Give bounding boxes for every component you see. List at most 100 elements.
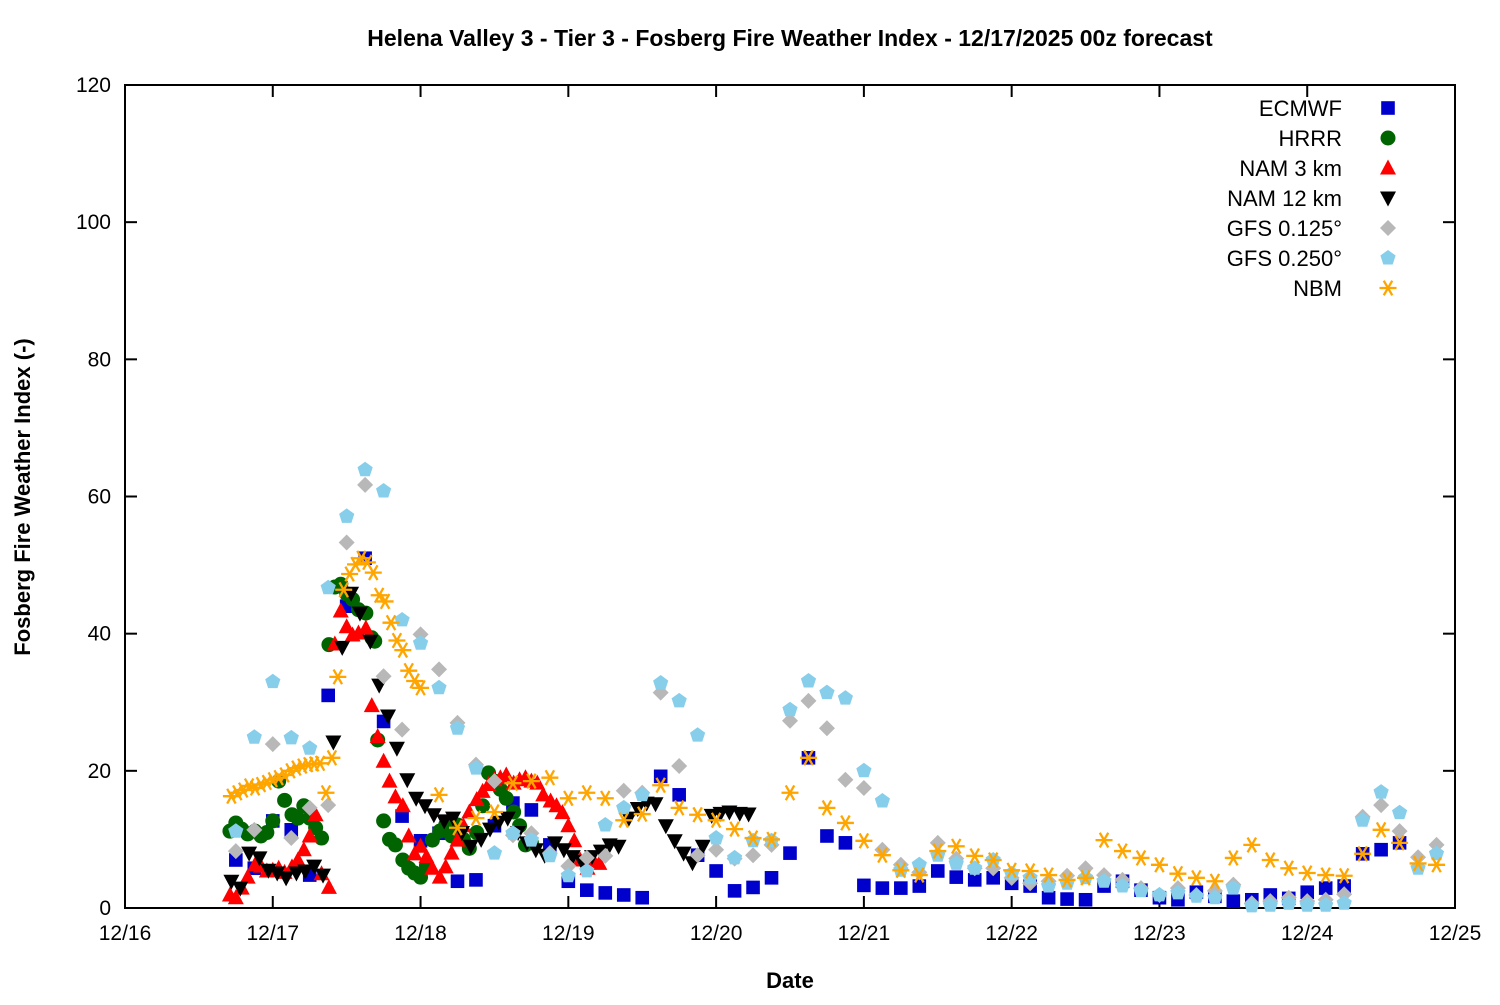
asterisk-ray [1283,860,1294,877]
data-point-marker [307,806,324,822]
data-point-marker [289,851,306,867]
asterisk-ray [379,593,391,610]
data-point-marker [277,792,293,808]
data-point-marker [616,799,632,815]
data-point-marker [610,839,627,855]
legend-label: ECMWF [1259,96,1342,121]
data-point-marker [467,810,485,827]
data-point-marker [270,769,288,786]
asterisk-ray [544,769,556,786]
data-point-marker [335,581,353,598]
data-point-marker [1428,856,1446,873]
data-point-marker [320,797,337,814]
data-point-marker [436,814,453,830]
data-point-marker [670,799,688,816]
data-point-marker [783,846,797,860]
data-point-marker [278,871,295,887]
legend-label: NBM [1293,276,1342,301]
data-point-marker [412,635,429,650]
data-point-marker [522,773,540,790]
series-gfs-0-250- [228,461,1445,913]
data-point-marker [469,873,483,887]
legend-label: GFS 0.250° [1227,246,1342,271]
data-point-marker [1373,784,1389,799]
data-point-marker [1244,897,1260,913]
data-point-marker [364,564,382,581]
asterisk-ray [987,852,999,868]
data-point-marker [837,690,853,705]
data-point-marker [564,850,581,866]
data-point-marker [560,858,577,875]
legend-label: GFS 0.125° [1227,216,1342,241]
data-point-marker [283,830,300,847]
asterisk-ray [261,774,273,791]
data-point-marker [282,762,300,779]
legend-label: NAM 3 km [1239,156,1342,181]
data-point-marker [388,741,405,757]
asterisk-ray [914,867,925,884]
asterisk-ray [1357,845,1368,862]
data-point-marker [376,593,394,610]
x-tick-label: 12/18 [394,922,447,945]
data-point-marker [350,624,367,640]
data-point-marker [929,843,947,860]
data-point-marker [370,587,388,604]
data-point-marker [578,849,595,866]
asterisk-ray [489,804,500,820]
data-point-marker [394,721,411,738]
data-point-marker [1318,897,1334,912]
data-point-marker [400,662,418,679]
asterisk-ray [600,790,611,807]
data-point-marker [726,821,744,838]
data-point-marker [949,870,964,884]
data-point-marker [449,819,466,836]
data-point-marker [431,661,448,678]
asterisk-ray [326,749,338,766]
data-point-marker [223,874,240,890]
asterisk-ray [291,760,302,777]
data-point-marker [301,799,318,816]
data-point-marker [892,862,910,879]
data-point-marker [596,790,614,807]
asterisk-ray [433,786,445,803]
asterisk-ray [249,780,261,796]
series-hrrr [222,576,539,885]
data-point-marker [855,779,872,796]
data-point-marker [671,692,687,708]
data-point-marker [443,844,460,860]
asterisk-ray [673,799,685,816]
data-point-marker [1187,869,1205,886]
x-tick-label: 12/23 [1133,922,1186,945]
data-point-marker [431,868,448,884]
asterisk-ray [784,784,796,801]
data-point-marker [338,618,355,634]
data-point-marker [597,817,613,832]
asterisk-ray [415,679,426,696]
data-point-marker [323,749,341,766]
data-point-marker [449,720,466,735]
data-point-marker [1004,865,1020,881]
y-axis-label: Fosberg Fire Weather Index (-) [10,338,35,655]
data-point-marker [376,483,392,498]
asterisk-ray [581,784,593,801]
data-point-marker [1391,823,1408,840]
data-point-marker [239,868,256,884]
data-point-marker [399,773,416,789]
y-tick-label: 0 [99,897,111,920]
legend-label: HRRR [1278,126,1342,151]
asterisk-ray [368,564,379,581]
legend-marker-circle-icon [1380,130,1396,146]
data-point-marker [947,838,965,855]
data-point-marker [818,720,835,737]
data-point-marker [1354,845,1372,862]
data-point-marker [746,880,760,895]
data-point-marker [408,791,425,807]
asterisk-ray [403,662,414,679]
data-point-marker [616,888,631,902]
data-point-marker [874,793,890,808]
y-tick-label: 20 [88,760,111,783]
data-point-marker [984,852,1002,868]
legend-marker-triangle-up-icon [1380,159,1396,175]
asterisk-ray [350,556,361,573]
